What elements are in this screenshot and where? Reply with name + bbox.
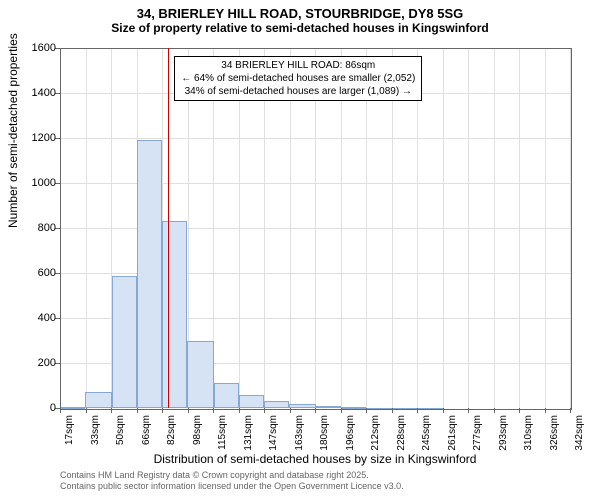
xtick-mark	[60, 408, 61, 413]
footer-attribution: Contains HM Land Registry data © Crown c…	[60, 470, 404, 492]
y-axis-label: Number of semi-detached properties	[6, 33, 20, 228]
annotation-line3: 34% of semi-detached houses are larger (…	[181, 85, 415, 98]
footer-line2: Contains public sector information licen…	[60, 481, 404, 492]
xtick-mark	[519, 408, 520, 413]
xtick-label: 293sqm	[498, 415, 509, 451]
ytick-label: 200	[38, 357, 56, 369]
xtick-mark	[264, 408, 265, 413]
xtick-mark	[392, 408, 393, 413]
xtick-label: 33sqm	[90, 415, 101, 445]
xtick-label: 310sqm	[523, 415, 534, 451]
plot-area	[60, 48, 572, 410]
xtick-mark	[570, 408, 571, 413]
xtick-label: 82sqm	[166, 415, 177, 445]
chart-title: 34, BRIERLEY HILL ROAD, STOURBRIDGE, DY8…	[0, 0, 600, 21]
annotation-line1: 34 BRIERLEY HILL ROAD: 86sqm	[181, 59, 415, 72]
xtick-mark	[494, 408, 495, 413]
ytick-label: 0	[50, 402, 56, 414]
xtick-label: 17sqm	[64, 415, 75, 445]
xtick-label: 212sqm	[370, 415, 381, 451]
xtick-mark	[213, 408, 214, 413]
xtick-label: 342sqm	[574, 415, 585, 451]
xtick-label: 261sqm	[447, 415, 458, 451]
xtick-label: 131sqm	[243, 415, 254, 451]
ytick-label: 600	[38, 267, 56, 279]
footer-line1: Contains HM Land Registry data © Crown c…	[60, 470, 404, 481]
xtick-mark	[86, 408, 87, 413]
xtick-mark	[315, 408, 316, 413]
ytick-label: 800	[38, 222, 56, 234]
xtick-label: 66sqm	[141, 415, 152, 445]
xtick-mark	[545, 408, 546, 413]
annotation-line2: ← 64% of semi-detached houses are smalle…	[181, 72, 415, 85]
xtick-label: 196sqm	[345, 415, 356, 451]
ytick-label: 1400	[32, 87, 56, 99]
xtick-label: 277sqm	[472, 415, 483, 451]
xtick-mark	[137, 408, 138, 413]
xtick-label: 50sqm	[115, 415, 126, 445]
xtick-label: 228sqm	[396, 415, 407, 451]
property-marker-line	[168, 48, 169, 408]
xtick-mark	[341, 408, 342, 413]
xtick-label: 98sqm	[192, 415, 203, 445]
xtick-mark	[239, 408, 240, 413]
xtick-mark	[188, 408, 189, 413]
xtick-mark	[468, 408, 469, 413]
xtick-label: 147sqm	[268, 415, 279, 451]
xtick-label: 326sqm	[549, 415, 560, 451]
ytick-label: 1000	[32, 177, 56, 189]
xtick-label: 163sqm	[294, 415, 305, 451]
xtick-mark	[162, 408, 163, 413]
chart-subtitle: Size of property relative to semi-detach…	[0, 21, 600, 39]
x-axis-label: Distribution of semi-detached houses by …	[60, 452, 570, 466]
annotation-box: 34 BRIERLEY HILL ROAD: 86sqm ← 64% of se…	[174, 56, 422, 101]
ytick-label: 400	[38, 312, 56, 324]
chart-container: 34, BRIERLEY HILL ROAD, STOURBRIDGE, DY8…	[0, 0, 600, 500]
xtick-mark	[290, 408, 291, 413]
xtick-label: 245sqm	[421, 415, 432, 451]
ytick-label: 1600	[32, 42, 56, 54]
xtick-mark	[443, 408, 444, 413]
ytick-label: 1200	[32, 132, 56, 144]
xtick-mark	[111, 408, 112, 413]
xtick-mark	[417, 408, 418, 413]
xtick-mark	[366, 408, 367, 413]
xtick-label: 180sqm	[319, 415, 330, 451]
xtick-label: 115sqm	[217, 415, 228, 450]
